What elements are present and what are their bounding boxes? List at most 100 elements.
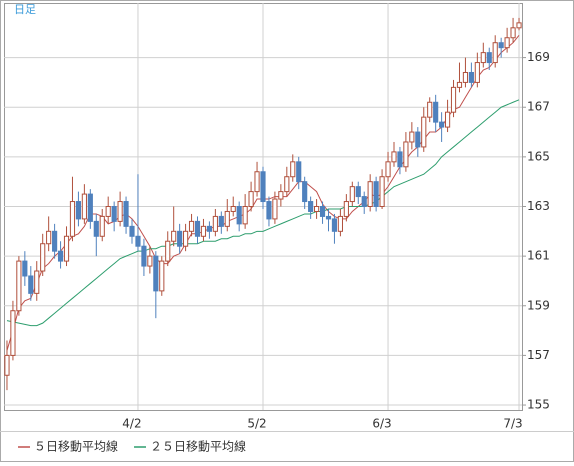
candle-body bbox=[266, 201, 272, 220]
candle-body bbox=[337, 215, 343, 232]
candle-body bbox=[379, 176, 385, 207]
y-tick-label: 157 bbox=[527, 348, 550, 362]
candle-body bbox=[361, 196, 367, 207]
candle-body bbox=[480, 52, 486, 64]
candle-body bbox=[296, 161, 302, 183]
y-tick-label: 161 bbox=[527, 249, 550, 263]
y-tick-label: 169 bbox=[527, 50, 550, 64]
candle-body bbox=[284, 176, 290, 193]
candle-body bbox=[290, 161, 296, 178]
candle-body bbox=[498, 42, 504, 49]
candle-body bbox=[165, 240, 171, 262]
candle-body bbox=[22, 260, 28, 277]
candle-body bbox=[194, 220, 201, 237]
candle-body bbox=[34, 270, 40, 294]
candle-body bbox=[212, 215, 218, 232]
moving-average-line bbox=[6, 99, 520, 327]
candle-body bbox=[200, 225, 207, 237]
candle-body bbox=[206, 225, 212, 232]
candle-body bbox=[343, 201, 349, 217]
candle-body bbox=[99, 215, 105, 237]
candle-body bbox=[510, 27, 516, 39]
candle-body bbox=[409, 131, 415, 143]
candle-body bbox=[272, 198, 278, 220]
candle-body bbox=[63, 235, 70, 262]
candle-body bbox=[10, 310, 16, 356]
candle-body bbox=[456, 81, 463, 88]
candle-body bbox=[183, 230, 189, 247]
candle-body bbox=[367, 181, 373, 207]
candle-body bbox=[260, 171, 266, 203]
candle-body bbox=[177, 230, 183, 247]
candle-body bbox=[135, 235, 141, 247]
candle-body bbox=[69, 201, 76, 237]
candle-body bbox=[57, 250, 64, 262]
marks bbox=[4, 17, 522, 391]
candle-body bbox=[236, 206, 242, 225]
candle-body bbox=[93, 220, 99, 237]
candle-body bbox=[355, 186, 361, 198]
candle-body bbox=[16, 260, 22, 312]
x-tick-label: 5/2 bbox=[247, 417, 266, 431]
candle-body bbox=[397, 151, 403, 168]
y-tick-label: 155 bbox=[527, 398, 550, 412]
candle-body bbox=[302, 181, 308, 203]
x-tick-label: 6/3 bbox=[372, 417, 391, 431]
candle-body bbox=[248, 191, 254, 207]
candle-body bbox=[474, 62, 480, 83]
legend-label: ２５日移動平均線 bbox=[150, 439, 246, 454]
candle-body bbox=[87, 193, 93, 222]
candle-body bbox=[153, 255, 159, 292]
candle-body bbox=[254, 171, 260, 193]
candle-body bbox=[403, 141, 409, 168]
candle-body bbox=[278, 191, 284, 200]
candle-body bbox=[504, 37, 510, 49]
y-tick-label: 167 bbox=[527, 100, 550, 114]
candle-body bbox=[492, 42, 498, 64]
candle-body bbox=[462, 71, 469, 83]
candle-body bbox=[385, 161, 391, 178]
x-tick-label: 4/2 bbox=[122, 417, 141, 431]
candle-body bbox=[141, 245, 147, 267]
candle-body bbox=[468, 71, 474, 83]
candle-body bbox=[391, 151, 397, 163]
candle-body bbox=[433, 101, 439, 123]
candle-body bbox=[349, 186, 355, 203]
candle-body bbox=[46, 230, 52, 245]
y-tick-label: 165 bbox=[527, 149, 550, 163]
candle-body bbox=[28, 275, 34, 294]
legend-label: ５日移動平均線 bbox=[34, 439, 118, 454]
candle-body bbox=[308, 201, 314, 212]
x-tick-label: 7/3 bbox=[503, 417, 522, 431]
candle-body bbox=[331, 218, 338, 232]
candle-body bbox=[81, 193, 87, 220]
candle-body bbox=[427, 101, 433, 118]
candle-body bbox=[147, 255, 153, 267]
candle-body bbox=[373, 181, 379, 207]
candle-body bbox=[242, 206, 248, 225]
candle-body bbox=[444, 111, 451, 128]
candle-body bbox=[325, 215, 332, 220]
y-tick-label: 159 bbox=[527, 298, 550, 312]
candle-body bbox=[123, 201, 129, 227]
candle-body bbox=[75, 201, 82, 220]
chart-title: 日足 bbox=[14, 3, 36, 16]
candle-body bbox=[105, 206, 111, 217]
candle-body bbox=[415, 131, 421, 148]
candle-body bbox=[224, 210, 230, 227]
y-tick-label: 163 bbox=[527, 199, 550, 213]
candle-body bbox=[40, 243, 46, 272]
candle-body bbox=[319, 206, 326, 217]
candle-body bbox=[218, 215, 224, 227]
candle-body bbox=[188, 220, 195, 232]
candle-body bbox=[111, 206, 117, 222]
candle-body bbox=[450, 86, 457, 113]
candle-body bbox=[486, 52, 492, 64]
candle-body bbox=[52, 230, 58, 252]
candle-body bbox=[230, 206, 236, 212]
candle-body bbox=[314, 206, 320, 212]
candle-body bbox=[159, 260, 165, 292]
candle-body bbox=[439, 121, 445, 128]
candle-body bbox=[516, 22, 522, 29]
